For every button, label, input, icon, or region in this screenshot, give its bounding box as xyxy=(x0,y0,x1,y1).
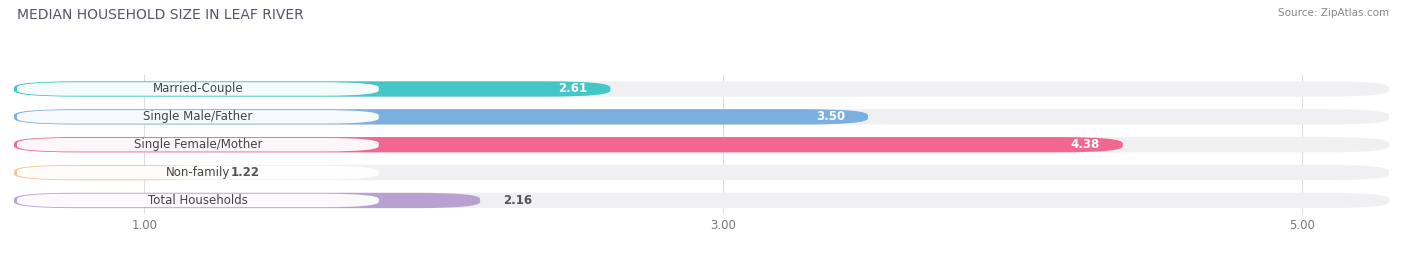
FancyBboxPatch shape xyxy=(14,165,208,180)
FancyBboxPatch shape xyxy=(17,138,378,151)
Text: MEDIAN HOUSEHOLD SIZE IN LEAF RIVER: MEDIAN HOUSEHOLD SIZE IN LEAF RIVER xyxy=(17,8,304,22)
Text: 2.16: 2.16 xyxy=(503,194,533,207)
Text: Single Male/Father: Single Male/Father xyxy=(143,110,253,123)
FancyBboxPatch shape xyxy=(17,194,378,207)
Text: Married-Couple: Married-Couple xyxy=(153,83,243,95)
FancyBboxPatch shape xyxy=(14,193,479,208)
Text: 4.38: 4.38 xyxy=(1070,138,1099,151)
FancyBboxPatch shape xyxy=(14,81,610,97)
Text: 3.50: 3.50 xyxy=(815,110,845,123)
FancyBboxPatch shape xyxy=(17,82,378,96)
FancyBboxPatch shape xyxy=(14,81,1389,97)
Text: Source: ZipAtlas.com: Source: ZipAtlas.com xyxy=(1278,8,1389,18)
FancyBboxPatch shape xyxy=(17,110,378,124)
FancyBboxPatch shape xyxy=(14,137,1123,152)
FancyBboxPatch shape xyxy=(14,109,1389,125)
FancyBboxPatch shape xyxy=(14,165,1389,180)
FancyBboxPatch shape xyxy=(14,137,1389,152)
FancyBboxPatch shape xyxy=(14,109,868,125)
FancyBboxPatch shape xyxy=(17,166,378,179)
Text: Single Female/Mother: Single Female/Mother xyxy=(134,138,262,151)
Text: 1.22: 1.22 xyxy=(231,166,260,179)
Text: 2.61: 2.61 xyxy=(558,83,588,95)
FancyBboxPatch shape xyxy=(14,193,1389,208)
Text: Non-family: Non-family xyxy=(166,166,231,179)
Text: Total Households: Total Households xyxy=(148,194,247,207)
